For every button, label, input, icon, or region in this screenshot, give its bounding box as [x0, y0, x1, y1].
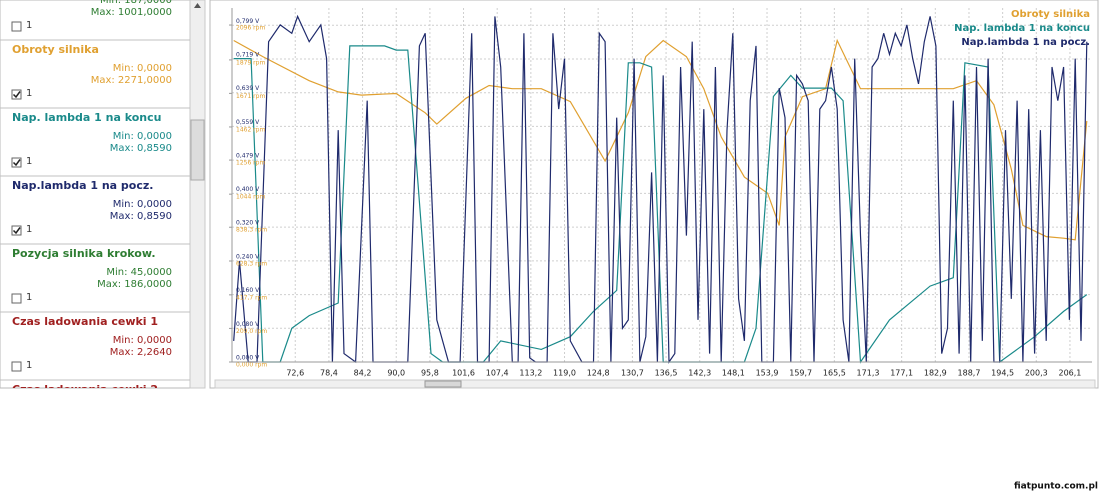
y2-tick-label: 417,7 rpm [236, 294, 267, 301]
x-tick-label: 84,2 [354, 369, 372, 378]
x-tick-label: 90,0 [387, 369, 405, 378]
sensor-min: Min: 187,0000 [100, 0, 172, 6]
x-tick-label: 159,7 [789, 369, 812, 378]
y2-tick-label: 1256 rpm [236, 160, 265, 167]
checkbox[interactable] [11, 293, 22, 304]
x-tick-label: 119,0 [553, 369, 576, 378]
series-line [233, 14, 1088, 364]
sensor-max: Max: 0,8590 [110, 211, 172, 222]
sensor-min: Min: 0,0000 [113, 63, 172, 74]
y-tick-label: 0,799 V [236, 18, 260, 25]
checkbox-label: 1 [26, 20, 32, 31]
plot-area [233, 14, 1088, 364]
y-tick-label: 0,160 V [236, 287, 260, 294]
check-mark [12, 227, 21, 235]
checkbox[interactable] [11, 361, 22, 372]
y2-tick-label: 209,0 rpm [236, 328, 267, 335]
sensor-name: Czas ladowania cewki 1 [12, 315, 158, 328]
x-tick-label: 148,1 [722, 369, 745, 378]
chart-panel [209, 0, 1099, 389]
x-tick-label: 107,4 [486, 369, 509, 378]
y-tick-label: 0,400 V [236, 186, 260, 193]
legend-entry: Obroty silnika [1011, 9, 1090, 20]
y-tick-label: 0,559 V [236, 119, 260, 126]
sensor-max: Max: 2271,0000 [91, 75, 172, 86]
checkbox-label: 1 [26, 360, 32, 371]
sensor-max: Max: 1001,0000 [91, 7, 172, 18]
x-tick-label: 142,3 [688, 369, 711, 378]
axes: 72,6 78,4 84,2 90,0 95,8 101,6 107,4 113,2 119,0… [229, 8, 1092, 378]
y2-tick-label: 1879 rpm [236, 59, 265, 66]
check-mark [12, 91, 21, 99]
checkbox[interactable] [11, 157, 22, 168]
sensor-max: Max: 186,0000 [97, 279, 172, 290]
x-tick-label: 130,7 [621, 369, 644, 378]
sidebar-panel [0, 0, 206, 389]
x-tick-label: 206,1 [1058, 369, 1081, 378]
y-tick-label: 0,639 V [236, 85, 260, 92]
sensor-name: Pozycja silnika krokow. [12, 247, 156, 260]
chart-scrollbar[interactable] [214, 379, 1096, 389]
y-tick-label: 0,240 V [236, 253, 260, 260]
x-tick-label: 177,1 [890, 369, 913, 378]
x-tick-label: 113,2 [519, 369, 542, 378]
checkbox-label: 1 [26, 292, 32, 303]
x-tick-label: 153,9 [756, 369, 779, 378]
scroll-thumb[interactable] [190, 119, 205, 181]
checkbox[interactable] [11, 225, 22, 236]
x-tick-label: 95,8 [421, 369, 439, 378]
y2-tick-label: 1044 rpm [236, 194, 265, 201]
sensor-min: Min: 45,0000 [106, 267, 172, 278]
sensor-min: Min: 0,0000 [113, 335, 172, 346]
sensor-name: Obroty silnika [12, 43, 99, 56]
x-tick-label: 136,5 [655, 369, 678, 378]
x-tick-label: 78,4 [320, 369, 338, 378]
y-tick-label: 0,080 V [236, 321, 260, 328]
sensor-max: Max: 0,8590 [110, 143, 172, 154]
sensor-min: Min: 0,0000 [113, 199, 172, 210]
x-tick-label: 188,7 [958, 369, 981, 378]
x-tick-label: 165,5 [823, 369, 846, 378]
y2-tick-label: 0,000 rpm [236, 362, 267, 369]
checkbox[interactable] [11, 89, 22, 100]
checkbox-label: 1 [26, 224, 32, 235]
x-tick-label: 101,6 [452, 369, 475, 378]
watermark: fiatpunto.com.pl [1014, 482, 1098, 492]
legend-entry: Nap.lambda 1 na pocz. [961, 37, 1090, 48]
legend-entry: Nap. lambda 1 na koncu [954, 23, 1090, 34]
x-tick-label: 72,6 [286, 369, 304, 378]
checkbox[interactable] [11, 21, 22, 32]
checkbox-label: 1 [26, 88, 32, 99]
sidebar-scrollbar[interactable] [189, 0, 206, 389]
sensor-name: Nap. lambda 1 na koncu [12, 111, 162, 124]
x-tick-label: 194,5 [991, 369, 1014, 378]
x-tick-label: 200,3 [1025, 369, 1048, 378]
sensor-name: Czas ladowania cewki 2 [12, 383, 158, 396]
x-tick-label: 124,8 [587, 369, 610, 378]
sensor-max: Max: 2,2640 [110, 347, 172, 358]
y2-tick-label: 2096 rpm [236, 25, 265, 32]
x-tick-label: 171,3 [857, 369, 880, 378]
sensor-min: Min: 0,0000 [113, 131, 172, 142]
scroll-up-arrow[interactable] [194, 3, 201, 8]
y2-tick-label: 838,3 rpm [236, 227, 267, 234]
y-tick-label: 0,719 V [236, 51, 260, 58]
checkbox-label: 1 [26, 156, 32, 167]
y-tick-label: 0,000 V [236, 355, 260, 362]
chart-scroll-thumb[interactable] [424, 380, 462, 388]
y2-tick-label: 628,3 rpm [236, 260, 267, 267]
y2-tick-label: 1462 rpm [236, 126, 265, 133]
y2-tick-label: 1671 rpm [236, 93, 265, 100]
check-mark [12, 159, 21, 167]
y-tick-label: 0,320 V [236, 220, 260, 227]
sensor-name: Nap.lambda 1 na pocz. [12, 179, 153, 192]
x-tick-label: 182,9 [924, 369, 947, 378]
y-tick-label: 0,479 V [236, 153, 260, 160]
